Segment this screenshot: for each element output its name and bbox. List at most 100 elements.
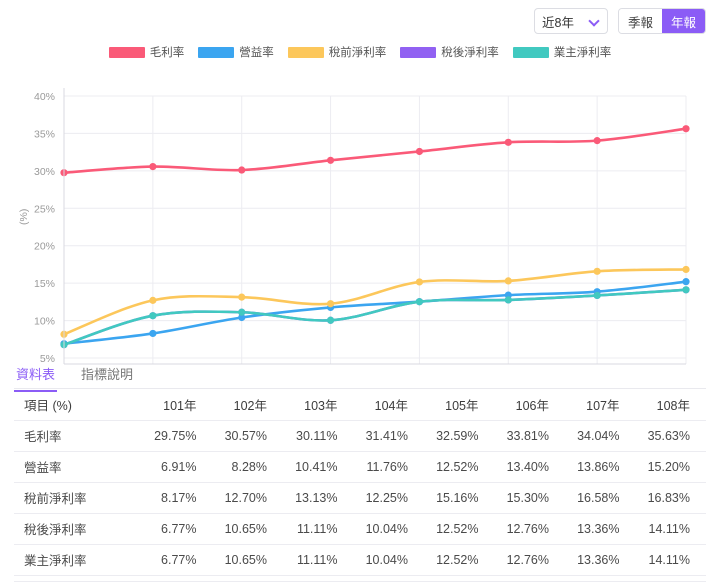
series-point[interactable] — [415, 147, 424, 156]
table-cell: 12.52% — [424, 513, 495, 545]
table-cell: 30.11% — [283, 420, 354, 452]
series-line — [62, 280, 688, 346]
series-point[interactable] — [415, 298, 424, 306]
data-table: 項目 (%) 101年 102年 103年 104年 105年 106年 107年 108年 毛… — [14, 389, 706, 582]
series-point[interactable] — [504, 277, 512, 285]
series-point[interactable] — [504, 296, 512, 304]
chevron-down-icon — [590, 16, 600, 26]
legend-item-0[interactable]: 毛利率 — [108, 44, 185, 60]
table-cell: 12.52% — [424, 544, 495, 576]
legend-swatch-2 — [287, 46, 324, 58]
range-select[interactable]: 近8年 — [534, 8, 608, 34]
legend-label-3: 稅後淨利率 — [441, 47, 499, 59]
data-table-container: 項目 (%) 101年 102年 103年 104年 105年 106年 107年 108年 毛… — [14, 389, 706, 582]
legend-label-0: 毛利率 — [149, 47, 185, 59]
chart-series — [60, 125, 690, 177]
tabs-divider — [14, 388, 706, 389]
table-header-row: 項目 (%) 101年 102年 103年 104年 105年 106年 107年 108年 — [14, 389, 706, 421]
table-col-header-year: 101年 — [142, 389, 213, 421]
y-tick-label: 40% — [34, 91, 55, 103]
series-point[interactable] — [149, 162, 157, 171]
series-point[interactable] — [682, 125, 690, 133]
y-tick-label: 20% — [34, 241, 55, 253]
table-cell: 29.75% — [142, 420, 213, 452]
legend-item-1[interactable]: 營益率 — [198, 44, 274, 60]
table-cell: 12.52% — [424, 451, 495, 483]
chart-container: 毛利率 營益率 稅前淨利率 稅後淨利率 業主淨利率 (%) 5% 10% 15% 20… — [0, 40, 720, 383]
table-cell: 6.77% — [142, 513, 213, 545]
table-row-label: 稅後淨利率 — [14, 513, 142, 545]
series-point[interactable] — [682, 265, 690, 274]
period-toggle-quarterly[interactable]: 季報 — [619, 9, 662, 33]
table-cell: 13.13% — [283, 482, 354, 514]
table-cell: 11.76% — [353, 451, 424, 483]
table-col-header-year: 105年 — [424, 389, 495, 421]
table-cell: 8.28% — [212, 451, 283, 483]
table-cell: 12.76% — [494, 544, 565, 576]
table-cell: 6.77% — [142, 544, 213, 576]
series-point[interactable] — [149, 296, 157, 304]
table-cell: 34.04% — [565, 420, 636, 452]
data-table-body: 毛利率 29.75% 30.57% 30.11% 31.41% 32.59% 33.81% 3… — [14, 420, 706, 582]
table-cell: 12.25% — [353, 482, 424, 514]
table-row: 稅前淨利率 8.17% 12.70% 13.13% 12.25% 15.16% 15.30%… — [14, 482, 706, 514]
series-point[interactable] — [238, 293, 246, 301]
table-cell: 8.17% — [142, 482, 213, 514]
series-line — [62, 288, 688, 347]
table-row: 稅後淨利率 6.77% 10.65% 11.11% 10.04% 12.52% 12.76%… — [14, 513, 706, 545]
series-point[interactable] — [326, 156, 335, 164]
y-tick-label: 5% — [40, 353, 55, 365]
series-point[interactable] — [415, 278, 424, 286]
legend-label-4: 業主淨利率 — [553, 47, 612, 59]
table-cell: 15.16% — [424, 482, 495, 514]
y-tick-label: 35% — [34, 128, 55, 140]
table-cell: 13.86% — [565, 451, 636, 483]
series-point[interactable] — [593, 267, 601, 275]
table-cell: 10.65% — [212, 544, 283, 576]
data-table-head: 項目 (%) 101年 102年 103年 104年 105年 106年 107年 108年 — [14, 389, 706, 421]
series-point[interactable] — [504, 138, 512, 146]
series-line — [62, 127, 688, 175]
table-cell: 12.76% — [494, 513, 565, 545]
table-row: 毛利率 29.75% 30.57% 30.11% 31.41% 32.59% 33.81% 3… — [14, 420, 706, 452]
tab-indicator-desc[interactable]: 指標說明 — [81, 367, 134, 382]
series-point[interactable] — [238, 313, 246, 322]
table-cell: 14.11% — [635, 513, 706, 545]
legend-swatch-3 — [400, 46, 437, 58]
y-tick-label: 25% — [34, 203, 55, 215]
legend-label-2: 稅前淨利率 — [328, 47, 387, 59]
series-point[interactable] — [326, 316, 335, 324]
legend-item-2[interactable]: 稅前淨利率 — [287, 44, 387, 60]
series-point[interactable] — [593, 291, 601, 300]
table-row-label: 業主淨利率 — [14, 544, 142, 576]
series-line — [62, 268, 688, 336]
chart-legend: 毛利率 營益率 稅前淨利率 稅後淨利率 業主淨利率 — [0, 44, 720, 60]
series-point[interactable] — [593, 137, 601, 145]
y-tick-label: 10% — [34, 316, 55, 328]
table-cell: 13.36% — [565, 513, 636, 545]
period-toggle-annual[interactable]: 年報 — [662, 9, 705, 33]
series-point[interactable] — [149, 329, 157, 338]
table-col-header-year: 107年 — [565, 389, 636, 421]
table-footer-spacer — [14, 575, 706, 582]
table-cell: 15.30% — [494, 482, 565, 514]
chart-controls: 近8年 季報 年報 — [534, 8, 706, 34]
series-point[interactable] — [326, 300, 335, 308]
table-cell: 16.58% — [565, 482, 636, 514]
series-point[interactable] — [682, 286, 690, 294]
series-point[interactable] — [238, 308, 246, 316]
table-col-header-year: 104年 — [353, 389, 424, 421]
table-cell: 14.11% — [635, 544, 706, 576]
table-cell: 11.11% — [283, 544, 354, 576]
legend-swatch-1 — [198, 46, 235, 58]
series-point[interactable] — [149, 312, 157, 320]
series-point[interactable] — [238, 166, 246, 174]
series-point[interactable] — [682, 278, 690, 286]
table-cell: 32.59% — [424, 420, 495, 452]
legend-item-4[interactable]: 業主淨利率 — [512, 44, 612, 60]
chart-plot-area[interactable]: 5%10%15%20%25%30%35%40%10110210310410510… — [0, 66, 720, 383]
table-col-header-item: 項目 (%) — [14, 389, 142, 421]
legend-item-3[interactable]: 稅後淨利率 — [400, 44, 499, 60]
chart-series — [60, 286, 690, 349]
